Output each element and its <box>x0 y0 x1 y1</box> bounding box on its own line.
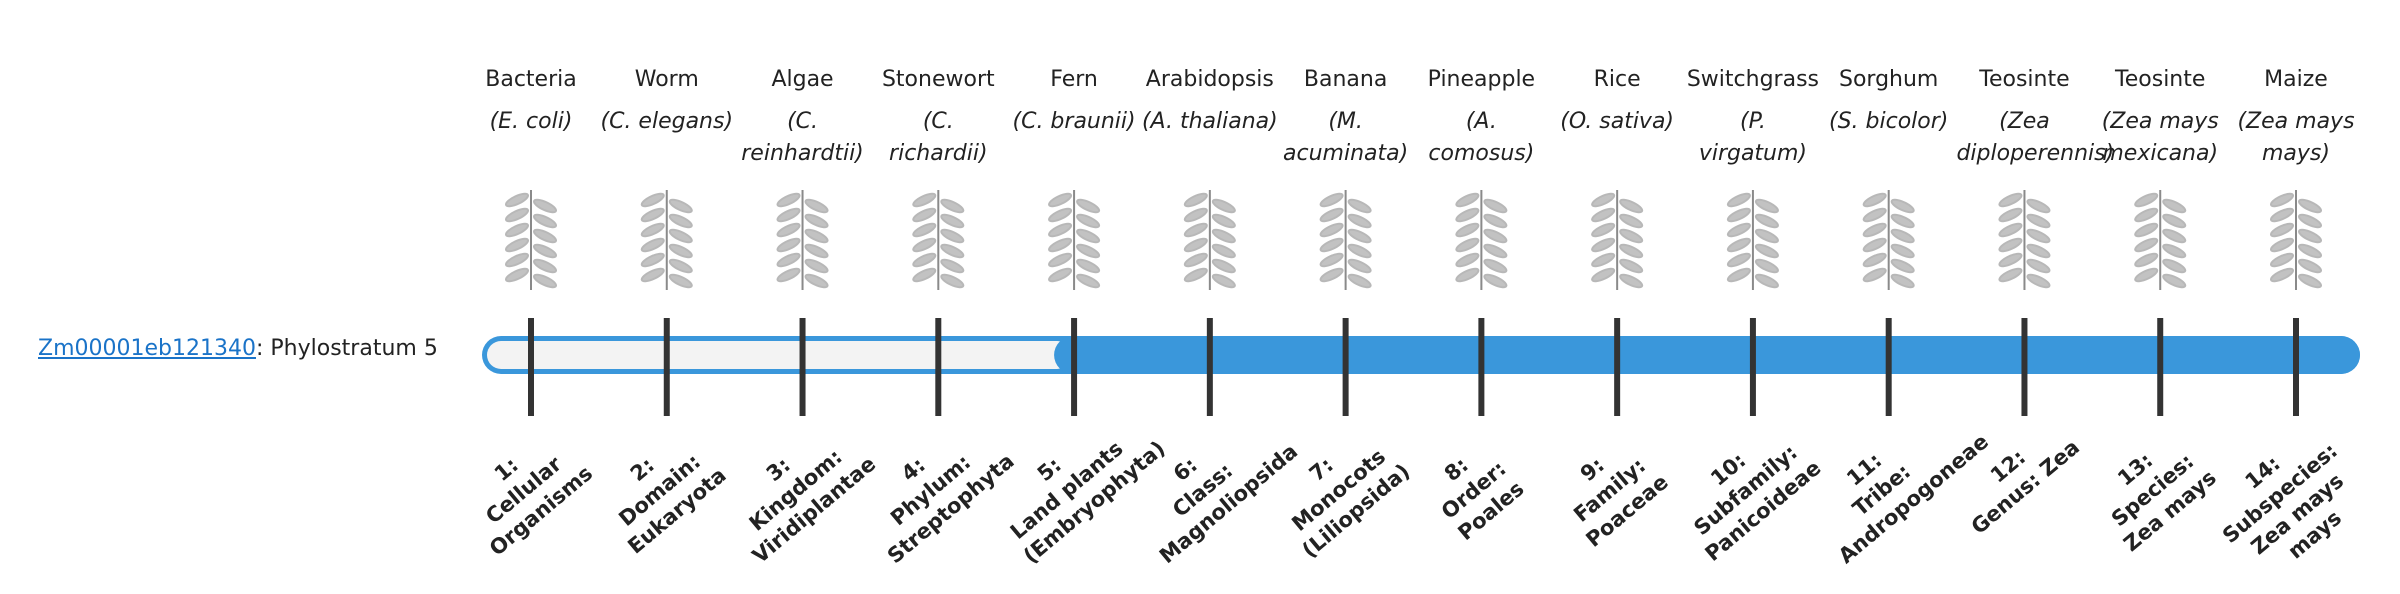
organism-species: (C. braunii) <box>1012 109 1136 134</box>
organism-species: (A. comosus) <box>1428 109 1535 166</box>
organism-icon <box>2269 190 2323 290</box>
organism-name: Teosinte <box>1979 67 2070 92</box>
organism-icon <box>1319 190 1372 290</box>
organism-species: (P. virgatum) <box>1698 109 1808 166</box>
organism-species: (Zea diploperennis) <box>1956 109 2115 166</box>
organism-name: Rice <box>1593 67 1641 92</box>
phylostratum-value: 5 <box>423 336 438 361</box>
organism-icon <box>1726 190 1779 290</box>
organism-name: Fern <box>1050 67 1098 92</box>
phylostratum-label: Phylostratum <box>270 336 417 361</box>
gene-link[interactable]: Zm00001eb121340 <box>38 336 256 361</box>
bar-empty <box>487 341 1072 369</box>
separator: : <box>255 336 264 361</box>
organism-name: Worm <box>634 67 699 92</box>
organism-name: Pineapple <box>1427 67 1536 92</box>
organism-name: Teosinte <box>2115 67 2206 92</box>
organism-icon <box>776 190 829 290</box>
organism-name: Banana <box>1303 67 1388 92</box>
organism-species: (A. thaliana) <box>1141 109 1278 134</box>
organism-species: (Zea mays mexicana) <box>2101 109 2219 166</box>
organism-species: (M. acuminata) <box>1283 109 1409 166</box>
organism-species: (Zea mays mays) <box>2237 109 2355 166</box>
gene-label: Zm00001eb121340: Phylostratum 5 <box>38 336 438 361</box>
organism-name: Bacteria <box>485 67 577 92</box>
organism-species: (E. coli) <box>489 109 573 134</box>
timeline <box>482 190 2360 416</box>
organism-name: Algae <box>771 67 834 92</box>
organism-species: (C. richardii) <box>889 109 988 166</box>
organism-icon <box>1183 190 1236 290</box>
organism-name: Switchgrass <box>1686 67 1819 92</box>
organism-species: (S. bicolor) <box>1829 109 1949 134</box>
organism-icon <box>2134 190 2187 290</box>
organism-name: Sorghum <box>1839 67 1939 92</box>
organism-species: (O. sativa) <box>1560 109 1675 134</box>
organism-species: (C. elegans) <box>600 109 734 134</box>
organism-icon <box>1998 190 2051 290</box>
organism-name: Maize <box>2264 67 2328 92</box>
organism-icon <box>1455 190 1508 290</box>
organism-icon <box>912 190 965 290</box>
organism-icon <box>1862 190 1915 290</box>
organism-icon <box>1048 190 1101 290</box>
phylostratum-widget: Zm00001eb121340: Phylostratum 5 Bacteria… <box>38 67 2360 568</box>
organism-species: (C. reinhardtii) <box>741 109 864 166</box>
organism-icon <box>504 190 558 290</box>
bar-fill <box>1054 336 2360 374</box>
organism-icon <box>640 190 693 290</box>
organism-icon <box>1591 190 1644 290</box>
organism-name: Stonewort <box>881 67 995 92</box>
organism-name: Arabidopsis <box>1145 67 1274 92</box>
